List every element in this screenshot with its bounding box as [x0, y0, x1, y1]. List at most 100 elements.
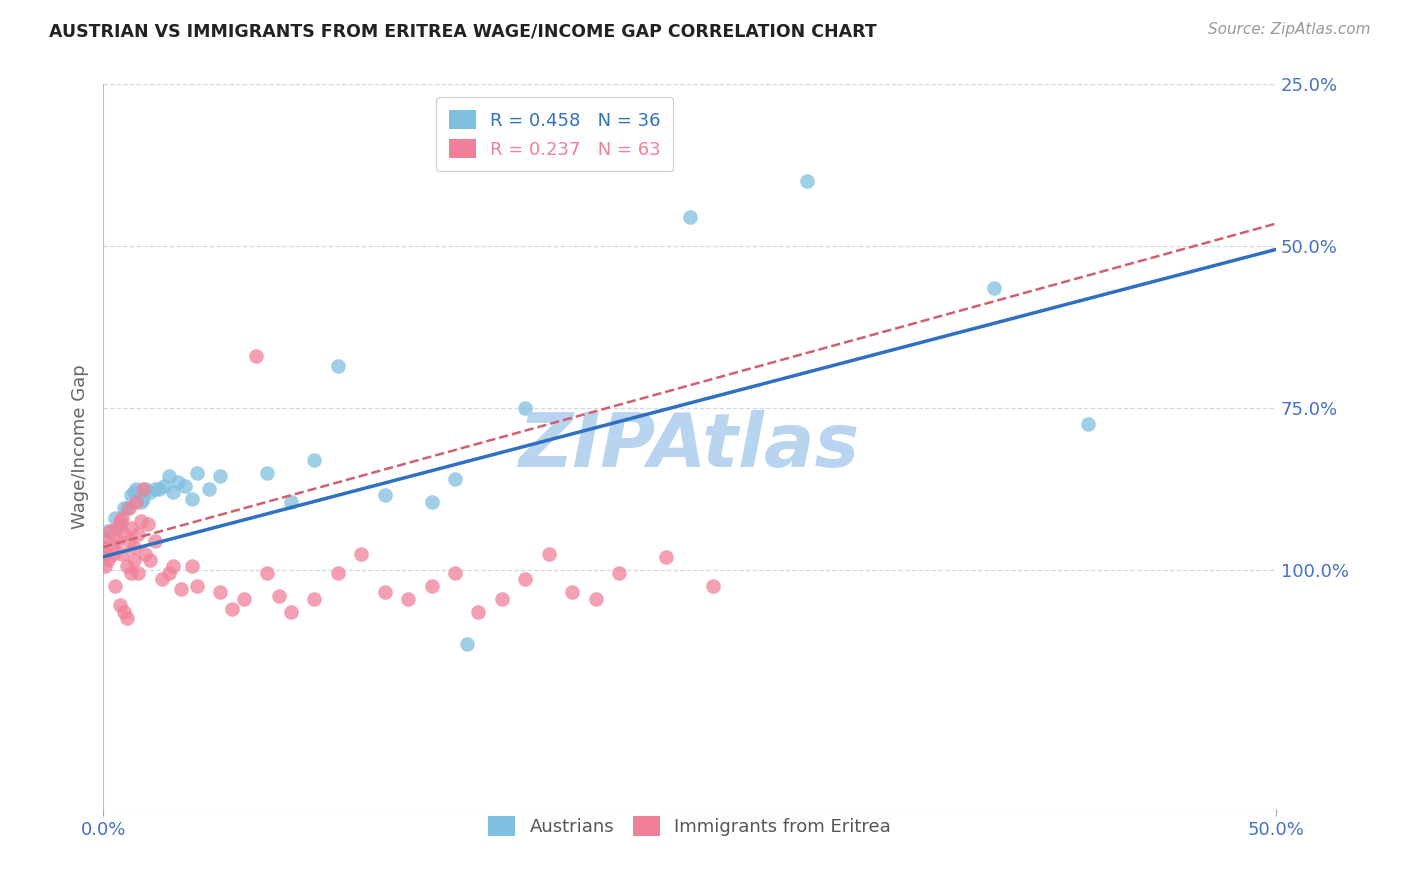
- Point: [467, 605, 489, 619]
- Point: [267, 589, 290, 603]
- Point: [122, 485, 145, 500]
- Point: [112, 605, 135, 619]
- Point: [181, 491, 204, 506]
- Point: [111, 547, 134, 561]
- Point: [143, 533, 166, 548]
- Point: [148, 482, 170, 496]
- Point: [153, 478, 176, 492]
- Point: [127, 527, 149, 541]
- Point: [655, 549, 678, 564]
- Point: [678, 210, 700, 224]
- Point: [167, 475, 190, 490]
- Point: [122, 553, 145, 567]
- Point: [280, 605, 302, 619]
- Point: [134, 482, 156, 496]
- Point: [444, 472, 467, 486]
- Point: [127, 566, 149, 580]
- Point: [537, 547, 560, 561]
- Point: [132, 482, 155, 496]
- Point: [97, 553, 120, 567]
- Point: [129, 495, 152, 509]
- Point: [115, 501, 138, 516]
- Point: [515, 573, 537, 587]
- Point: [702, 579, 724, 593]
- Text: ZIPAtlas: ZIPAtlas: [519, 410, 860, 483]
- Point: [209, 585, 232, 599]
- Point: [112, 501, 135, 516]
- Point: [94, 547, 117, 561]
- Point: [91, 540, 114, 554]
- Point: [104, 511, 127, 525]
- Point: [456, 637, 478, 651]
- Point: [607, 566, 630, 580]
- Point: [326, 359, 349, 373]
- Point: [105, 521, 128, 535]
- Point: [157, 469, 180, 483]
- Point: [134, 547, 156, 561]
- Point: [585, 591, 607, 606]
- Point: [115, 611, 138, 625]
- Point: [232, 591, 254, 606]
- Point: [174, 478, 197, 492]
- Point: [326, 566, 349, 580]
- Point: [796, 174, 818, 188]
- Point: [108, 514, 131, 528]
- Point: [143, 482, 166, 496]
- Point: [125, 495, 148, 509]
- Point: [150, 573, 173, 587]
- Point: [396, 591, 419, 606]
- Point: [139, 553, 162, 567]
- Point: [111, 511, 134, 525]
- Point: [256, 466, 278, 480]
- Point: [491, 591, 513, 606]
- Y-axis label: Wage/Income Gap: Wage/Income Gap: [72, 365, 89, 529]
- Point: [186, 466, 208, 480]
- Point: [209, 469, 232, 483]
- Point: [374, 585, 396, 599]
- Point: [129, 514, 152, 528]
- Point: [374, 488, 396, 502]
- Point: [350, 547, 373, 561]
- Point: [125, 482, 148, 496]
- Text: AUSTRIAN VS IMMIGRANTS FROM ERITREA WAGE/INCOME GAP CORRELATION CHART: AUSTRIAN VS IMMIGRANTS FROM ERITREA WAGE…: [49, 22, 877, 40]
- Point: [104, 579, 127, 593]
- Point: [132, 491, 155, 506]
- Point: [98, 524, 121, 538]
- Point: [245, 349, 267, 363]
- Point: [444, 566, 467, 580]
- Point: [118, 501, 141, 516]
- Point: [1077, 417, 1099, 431]
- Point: [112, 527, 135, 541]
- Point: [302, 591, 325, 606]
- Point: [197, 482, 219, 496]
- Point: [122, 540, 145, 554]
- Point: [139, 485, 162, 500]
- Point: [120, 488, 142, 502]
- Point: [101, 547, 124, 561]
- Point: [420, 579, 443, 593]
- Point: [97, 524, 120, 538]
- Point: [162, 485, 184, 500]
- Point: [280, 495, 302, 509]
- Point: [515, 401, 537, 415]
- Point: [115, 559, 138, 574]
- Point: [108, 599, 131, 613]
- Point: [105, 533, 128, 548]
- Point: [181, 559, 204, 574]
- Point: [101, 537, 124, 551]
- Point: [157, 566, 180, 580]
- Point: [120, 521, 142, 535]
- Point: [108, 517, 131, 532]
- Point: [136, 517, 159, 532]
- Point: [169, 582, 191, 596]
- Point: [420, 495, 443, 509]
- Point: [91, 530, 114, 544]
- Point: [221, 601, 243, 615]
- Legend: Austrians, Immigrants from Eritrea: Austrians, Immigrants from Eritrea: [481, 809, 898, 844]
- Point: [94, 559, 117, 574]
- Point: [983, 281, 1005, 295]
- Point: [561, 585, 583, 599]
- Point: [118, 533, 141, 548]
- Point: [186, 579, 208, 593]
- Point: [256, 566, 278, 580]
